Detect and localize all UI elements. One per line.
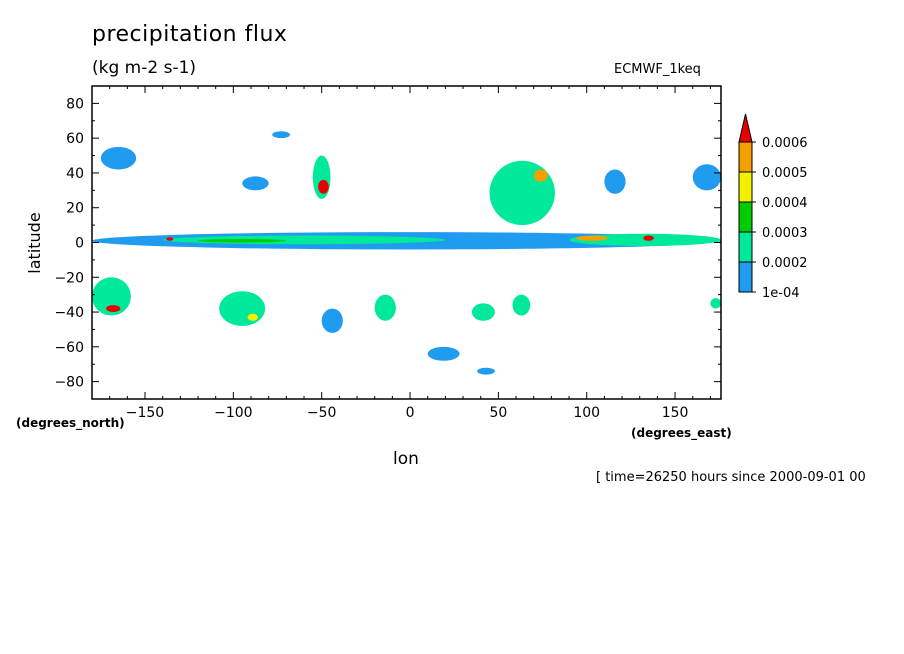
colorbar-label: 0.0006 xyxy=(762,136,808,151)
colorbar-label: 0.0005 xyxy=(762,166,808,181)
contour-region xyxy=(318,179,329,194)
x-tick-label: 50 xyxy=(489,405,507,421)
y-tick-label: −20 xyxy=(54,270,84,286)
x-unit-label: (degrees_east) xyxy=(631,426,732,441)
colorbar-label: 0.0004 xyxy=(762,196,808,211)
colorbar-label: 1e-04 xyxy=(762,286,800,301)
x-tick-label: −50 xyxy=(307,405,337,421)
chart-title: precipitation flux xyxy=(92,22,288,47)
y-tick-label: 60 xyxy=(66,131,84,147)
contour-region xyxy=(427,346,460,361)
x-tick-label: 150 xyxy=(662,405,689,421)
y-tick-label: 40 xyxy=(66,166,84,182)
contour-region xyxy=(533,169,548,182)
colorbar-extend-triangle xyxy=(738,113,753,143)
colorbar-segment xyxy=(738,201,753,233)
units-label: (kg m-2 s-1) xyxy=(92,58,197,78)
colorbar-segment xyxy=(738,171,753,203)
tick-layer xyxy=(92,85,721,400)
dataset-label: ECMWF_1keq xyxy=(614,62,701,77)
y-tick-label: 0 xyxy=(75,236,84,252)
colorbar-label: 0.0002 xyxy=(762,256,808,271)
x-tick-label: −100 xyxy=(214,405,252,421)
contour-region xyxy=(710,298,722,309)
x-axis-label: lon xyxy=(393,449,419,469)
contour-region xyxy=(219,291,266,326)
contour-region xyxy=(477,367,495,375)
contour-region xyxy=(374,294,396,321)
x-tick-label: 0 xyxy=(406,405,415,421)
contour-region xyxy=(643,235,654,241)
contour-region xyxy=(198,239,287,243)
contour-region xyxy=(242,176,269,191)
contour-region xyxy=(106,305,121,313)
contour-fill-layer xyxy=(92,131,722,375)
colorbar-label: 0.0003 xyxy=(762,226,808,241)
y-tick-label: 20 xyxy=(66,201,84,217)
tick-label-layer: −150 −100 −50 0 50 100 150 80 60 40 20 0 −20 −40 −60 −8… xyxy=(54,96,688,421)
contour-region xyxy=(489,160,555,226)
y-tick-label: −60 xyxy=(54,340,84,356)
contour-region xyxy=(100,146,137,170)
contour-region xyxy=(604,169,626,194)
y-unit-label: (degrees_north) xyxy=(16,416,125,431)
x-tick-label: −150 xyxy=(126,405,164,421)
time-note: [ time=26250 hours since 2000-09-01 00 xyxy=(596,470,866,485)
y-tick-label: 80 xyxy=(66,96,84,112)
y-tick-label: −40 xyxy=(54,305,84,321)
x-tick-label: 100 xyxy=(573,405,600,421)
contour-region xyxy=(692,164,721,191)
contour-region xyxy=(166,237,174,241)
contour-region xyxy=(512,294,531,316)
y-axis-label: latitude xyxy=(25,212,44,273)
y-tick-label: −80 xyxy=(54,375,84,391)
colorbar-segment xyxy=(738,141,753,173)
contour-region xyxy=(321,308,343,333)
colorbar-segment xyxy=(738,261,753,293)
contour-region xyxy=(92,277,131,316)
contour-region xyxy=(471,303,495,321)
colorbar-segment xyxy=(738,231,753,263)
contour-region xyxy=(247,313,259,321)
colorbar: 1e-04 0.0002 0.0003 0.0004 0.0005 0.0006 xyxy=(738,113,808,301)
contour-region xyxy=(576,235,608,241)
contour-region xyxy=(272,131,290,139)
